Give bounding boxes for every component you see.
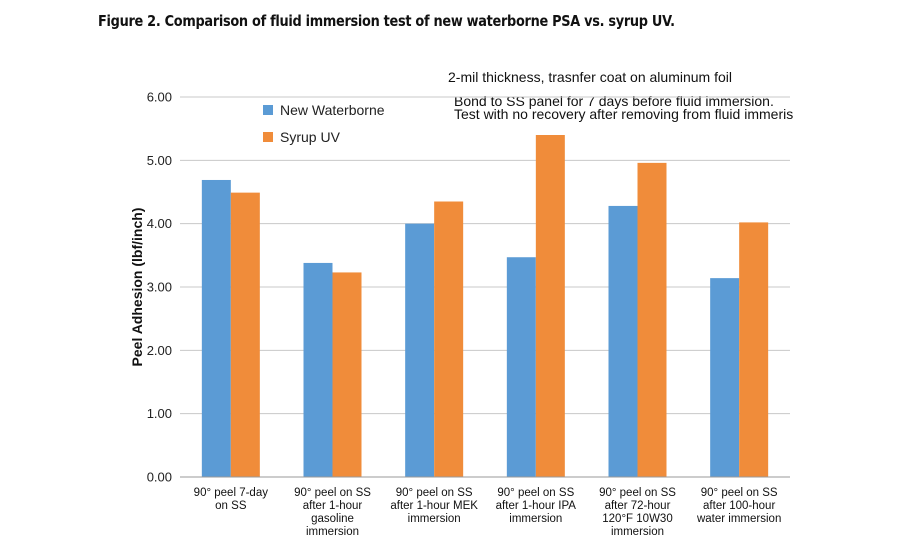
gridlines: [180, 96, 790, 415]
category-label: after 1-hour IPA: [496, 500, 577, 512]
legend-label-syrup-uv: Syrup UV: [280, 129, 341, 145]
category-label: 90° peel 7-day: [194, 487, 269, 499]
legend: New Waterborne Syrup UV: [263, 102, 385, 145]
legend-label-new-waterborne: New Waterborne: [280, 102, 385, 118]
bar-new-waterborne-4: [506, 257, 536, 477]
category-label: after 1-hour MEK: [390, 500, 478, 512]
category-label: immersion: [509, 513, 562, 525]
chart-note-thickness: 2-mil thickness, trasnfer coat on alumin…: [448, 69, 732, 85]
y-axis-title: Peel Adhesion (lbf/inch): [129, 208, 145, 367]
category-label: immersion: [306, 526, 359, 538]
category-label: after 100-hour: [703, 500, 775, 512]
bar-syrup-uv-2: [332, 272, 362, 477]
category-label: 90° peel on SS: [294, 487, 371, 499]
bars: [201, 135, 769, 477]
bar-new-waterborne-3: [405, 223, 435, 477]
category-label: after 72-hour: [605, 500, 671, 512]
category-label: immersion: [408, 513, 461, 525]
category-label: after 1-hour: [303, 500, 363, 512]
category-label: 120°F 10W30: [602, 513, 672, 525]
y-tick-label: 5.00: [147, 153, 172, 168]
figure-title: Figure 2. Comparison of fluid immersion …: [98, 12, 675, 30]
chart-note-recovery: Test with no recovery after removing fro…: [454, 106, 794, 122]
bar-syrup-uv-6: [739, 222, 769, 477]
category-label: 90° peel on SS: [497, 487, 574, 499]
category-label: gasoline: [311, 513, 354, 525]
bar-syrup-uv-1: [230, 192, 260, 477]
legend-swatch-new-waterborne: [263, 105, 273, 115]
y-tick-label: 1.00: [147, 406, 172, 421]
y-tick-label: 3.00: [147, 280, 172, 295]
legend-swatch-syrup-uv: [263, 132, 273, 142]
y-tick-label: 4.00: [147, 216, 172, 231]
y-tick-labels: 0.00 1.00 2.00 3.00 4.00 5.00 6.00: [147, 90, 172, 485]
bar-new-waterborne-6: [710, 278, 740, 477]
bar-new-waterborne-1: [201, 179, 231, 477]
category-label: water immersion: [696, 513, 781, 525]
bar-new-waterborne-5: [608, 205, 638, 477]
bar-syrup-uv-3: [434, 201, 464, 477]
category-label: 90° peel on SS: [599, 487, 676, 499]
bar-new-waterborne-2: [303, 262, 333, 477]
category-label: 90° peel on SS: [396, 487, 473, 499]
y-tick-label: 2.00: [147, 343, 172, 358]
category-label: 90° peel on SS: [701, 487, 778, 499]
bar-syrup-uv-5: [637, 162, 667, 477]
category-label: immersion: [611, 526, 664, 538]
y-tick-label: 0.00: [147, 470, 172, 485]
y-tick-label: 6.00: [147, 90, 172, 105]
category-label: on SS: [215, 500, 247, 512]
bar-syrup-uv-4: [535, 135, 565, 477]
